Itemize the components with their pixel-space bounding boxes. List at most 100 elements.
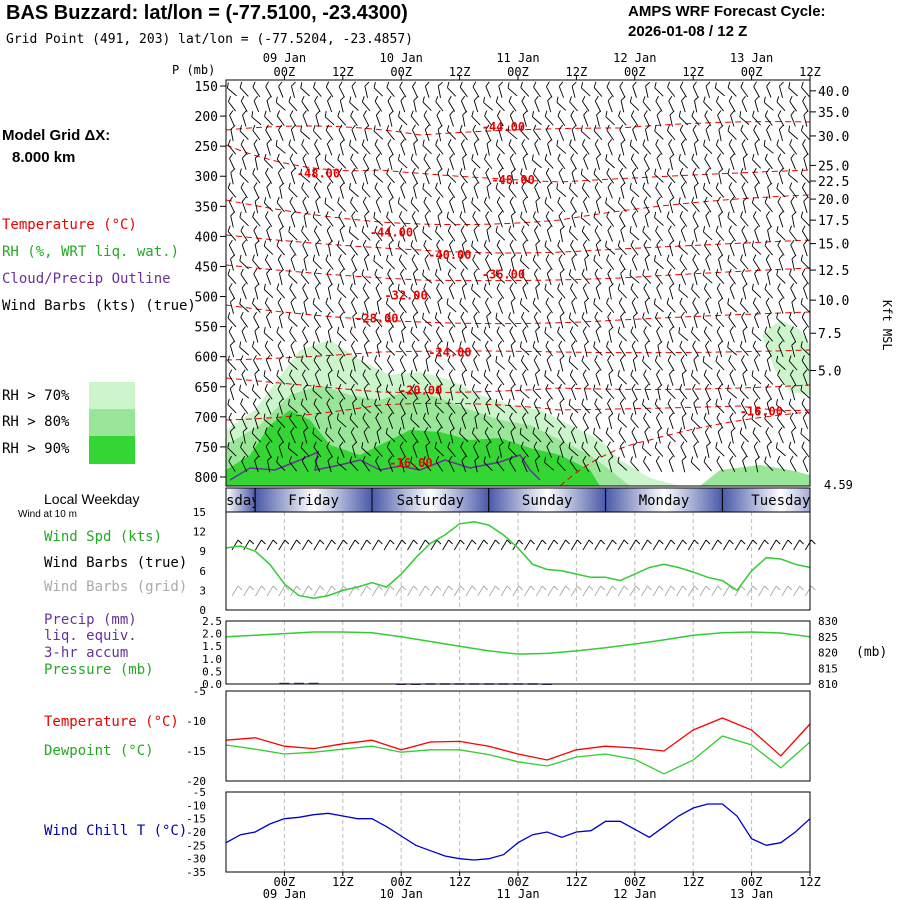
wind-barb-staff bbox=[473, 359, 479, 372]
wind-barb bbox=[668, 412, 674, 430]
wind-barb-flag bbox=[521, 95, 526, 102]
wind-barb bbox=[239, 298, 249, 313]
wind-barb-10m-true-flag bbox=[530, 539, 535, 545]
wind-barb bbox=[303, 211, 309, 228]
wind-barb-flag bbox=[276, 369, 279, 376]
wind-barb-staff bbox=[692, 129, 699, 141]
wind-barb bbox=[447, 312, 456, 328]
wind-barb-staff bbox=[448, 331, 455, 343]
wind-barb bbox=[571, 81, 577, 98]
wind-barb-staff bbox=[242, 431, 246, 444]
wind-barb-flag bbox=[739, 427, 743, 434]
wind-barb-flag bbox=[314, 455, 319, 462]
wind-barb-staff bbox=[327, 100, 333, 113]
wind-barb-flag bbox=[374, 355, 378, 362]
wind-barb-staff bbox=[752, 346, 761, 357]
wind-barb-staff bbox=[508, 144, 517, 155]
wind-barb-flag bbox=[312, 298, 315, 304]
wind-barb bbox=[303, 340, 309, 358]
wind-barb bbox=[412, 355, 418, 372]
wind-barb bbox=[789, 139, 798, 155]
wind-barb bbox=[326, 225, 333, 242]
wind-barb-staff bbox=[618, 115, 627, 126]
height-tick-label: 5.0 bbox=[818, 365, 841, 380]
wind-barb-flag bbox=[254, 455, 259, 461]
wind-barb-staff bbox=[373, 260, 384, 270]
wind-barb-10m-true-flag bbox=[764, 539, 769, 545]
wind-barb-staff bbox=[266, 273, 272, 285]
wind-barb-flag bbox=[423, 326, 427, 333]
wind-barb bbox=[410, 240, 420, 256]
wind-barb-staff bbox=[728, 403, 737, 414]
wind-barb bbox=[375, 239, 382, 257]
wind-barb-flag bbox=[460, 182, 465, 188]
wind-barb-staff bbox=[607, 100, 613, 113]
wind-barb bbox=[752, 254, 761, 271]
wind-barb-staff bbox=[486, 316, 491, 329]
wind-barb-flag bbox=[631, 427, 636, 433]
wind-barb bbox=[607, 311, 614, 329]
wind-barb-staff bbox=[241, 287, 247, 300]
wind-barb-staff bbox=[472, 302, 480, 314]
wind-barb-staff bbox=[606, 302, 615, 314]
wind-barb-flag bbox=[325, 297, 329, 304]
wind-barb-10m-true-flag bbox=[495, 539, 500, 545]
wind-barb bbox=[251, 111, 262, 126]
wind-barb-staff bbox=[423, 201, 431, 213]
wind-barb-staff bbox=[753, 173, 761, 184]
wind-barb-staff bbox=[498, 172, 503, 185]
wind-barb-staff bbox=[742, 330, 747, 343]
wind-barb-flag bbox=[301, 369, 306, 375]
wind-barb bbox=[361, 225, 371, 241]
wind-barb bbox=[496, 196, 504, 213]
wind-barb-staff bbox=[547, 186, 552, 199]
wind-barb bbox=[315, 196, 320, 214]
wind-barb-staff bbox=[313, 317, 322, 328]
wind-barb bbox=[801, 311, 810, 328]
wind-barb-flag bbox=[336, 413, 339, 420]
wind-barb bbox=[657, 384, 663, 401]
wind-barb-flag bbox=[654, 81, 657, 88]
wind-barb-flag bbox=[386, 81, 390, 88]
wind-barb bbox=[629, 96, 640, 111]
wind-barb-staff bbox=[776, 274, 786, 284]
wind-barb-flag bbox=[388, 326, 393, 332]
wind-barb-flag bbox=[400, 268, 405, 274]
wind-barb-flag bbox=[519, 341, 522, 348]
wind-barb-staff bbox=[800, 433, 811, 442]
wind-barb bbox=[263, 153, 274, 169]
rh-region-3 bbox=[762, 320, 810, 395]
wind-barb-flag bbox=[263, 326, 266, 333]
wind-barb-staff bbox=[352, 316, 356, 329]
wind-barb-flag bbox=[715, 398, 718, 405]
wind-barb-staff bbox=[678, 159, 689, 169]
wind-barb-staff bbox=[436, 331, 443, 343]
wind-barb-flag bbox=[312, 125, 316, 131]
wind-barb bbox=[363, 383, 369, 401]
wind-barb-10m-grid bbox=[255, 585, 262, 597]
wind-barb-staff bbox=[289, 461, 297, 472]
wind-barb-flag bbox=[680, 311, 685, 318]
isotherm-label: -16.00 bbox=[389, 456, 432, 470]
wind-barb-staff bbox=[339, 359, 345, 372]
wind-barb bbox=[483, 240, 493, 256]
wind-barb-flag bbox=[288, 182, 291, 189]
wind-barb bbox=[495, 226, 506, 241]
wind-barb-flag bbox=[337, 326, 340, 333]
wind-barb-staff bbox=[337, 159, 347, 169]
wind-barb-staff bbox=[364, 129, 369, 142]
wind-barb bbox=[434, 312, 444, 328]
wind-barb-staff bbox=[534, 230, 540, 242]
wind-barb-staff bbox=[691, 375, 701, 385]
wind-barb-staff bbox=[667, 316, 675, 328]
wind-barb-staff bbox=[666, 303, 676, 313]
wind-barb-staff bbox=[289, 374, 297, 386]
wind-barb bbox=[312, 254, 322, 270]
wind-barb-flag bbox=[251, 111, 254, 118]
time-tick-label-bottom: 00Z bbox=[624, 875, 646, 889]
wind-barb-staff bbox=[681, 374, 685, 386]
wind-barb bbox=[619, 254, 626, 271]
wind-barb-flag bbox=[620, 182, 626, 188]
wind-barb-staff bbox=[654, 130, 664, 140]
wind-barb-flag bbox=[412, 398, 418, 404]
